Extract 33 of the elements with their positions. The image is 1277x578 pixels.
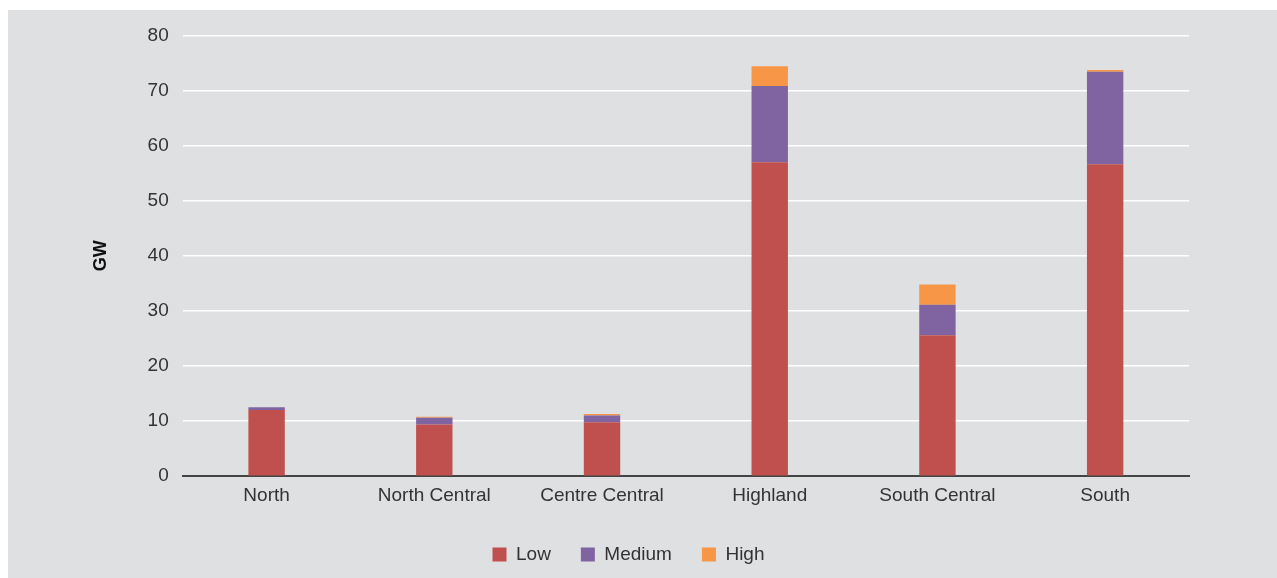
y-tick-label: 70 bbox=[147, 78, 169, 100]
y-tick-label: 30 bbox=[147, 299, 169, 321]
bar bbox=[416, 417, 453, 425]
y-tick-label: 20 bbox=[147, 354, 169, 376]
bar bbox=[248, 407, 285, 411]
x-tick-label: South Central bbox=[879, 483, 996, 505]
legend-label: Low bbox=[516, 542, 552, 564]
bar bbox=[416, 424, 453, 476]
y-tick-label: 10 bbox=[147, 409, 169, 431]
bar bbox=[751, 162, 788, 476]
y-tick-label: 80 bbox=[147, 23, 169, 45]
x-tick-label: North bbox=[243, 483, 290, 505]
bar bbox=[248, 410, 285, 476]
bar bbox=[919, 304, 956, 336]
x-tick-label: South bbox=[1080, 483, 1130, 505]
legend-label: High bbox=[725, 542, 765, 564]
bar bbox=[583, 422, 621, 476]
y-tick-label: 50 bbox=[147, 188, 169, 210]
x-tick-label: Highland bbox=[732, 483, 808, 505]
bar bbox=[751, 86, 788, 163]
x-tick-label: Centre Central bbox=[540, 483, 664, 505]
bar bbox=[751, 66, 788, 87]
y-axis-title: GW bbox=[89, 240, 110, 272]
legend-label: Medium bbox=[604, 542, 672, 564]
bar bbox=[919, 335, 956, 476]
bar bbox=[919, 284, 956, 305]
y-tick-label: 40 bbox=[147, 244, 169, 266]
y-tick-label: 60 bbox=[147, 133, 169, 155]
bar bbox=[583, 415, 621, 423]
bar bbox=[1086, 71, 1124, 165]
x-tick-label: North Central bbox=[377, 483, 491, 505]
y-tick-label: 0 bbox=[158, 464, 169, 486]
bar bbox=[1086, 164, 1124, 476]
